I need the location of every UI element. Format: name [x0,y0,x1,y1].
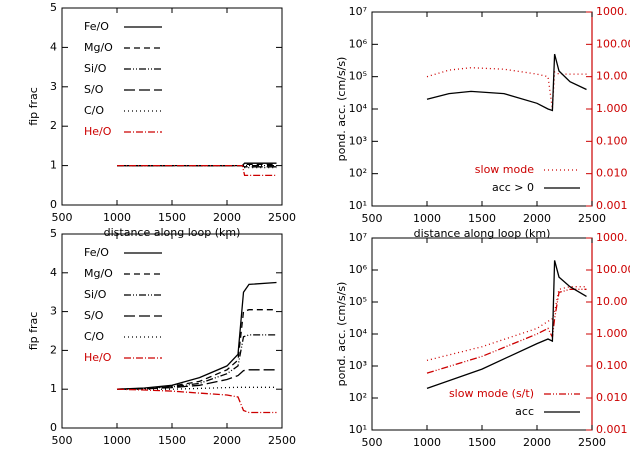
x-tick-label: 1500 [158,211,186,224]
plot-frame [371,11,593,207]
y2-tick-label: 1000. [596,231,628,244]
x-tick-label: 1000 [103,211,131,224]
y-axis-label: pond. acc. (cm/s/s) [335,282,348,387]
legend-label: Fe/O [84,246,109,259]
x-tick-label: 2000 [523,436,551,449]
y2-tick-label: 100.00 [596,37,630,50]
y-tick-label: 10² [349,391,367,404]
y-axis-label: pond. acc. (cm/s/s) [335,57,348,162]
y-tick-label: 10⁵ [349,295,367,308]
y2-tick-label: 0.100 [596,134,628,147]
legend-label: slow mode [475,163,534,176]
x-tick-label: 500 [52,211,73,224]
x-tick-label: 2000 [213,211,241,224]
y-tick-label: 2 [50,119,57,132]
x-tick-label: 1500 [158,434,186,447]
x-tick-label: 2500 [578,212,606,225]
y-tick-label: 10¹ [349,423,367,436]
y-tick-label: 10⁷ [349,231,367,244]
x-tick-label: 1500 [468,212,496,225]
legend-label: C/O [84,104,104,117]
y-tick-label: 4 [50,266,57,279]
x-tick-label: 2500 [268,211,296,224]
y-tick-label: 1 [50,159,57,172]
y2-tick-label: 0.010 [596,167,628,180]
y-tick-label: 10³ [349,359,367,372]
legend-label: Si/O [84,288,107,301]
data-line [116,388,277,414]
legend-label: Mg/O [84,41,113,54]
x-tick-label: 500 [362,436,383,449]
x-tick-label: 1000 [103,434,131,447]
data-line [426,286,587,362]
y2-tick-label: 1.000 [596,102,628,115]
y2-tick-label: 10.00 [596,295,628,308]
legend-label: Mg/O [84,267,113,280]
x-tick-label: 2500 [578,436,606,449]
legend-label: He/O [84,125,112,138]
y-tick-label: 0 [50,198,57,211]
y2-tick-label: 0.001 [596,199,628,212]
y-tick-label: 3 [50,80,57,93]
data-line [426,53,587,112]
y-tick-label: 10⁶ [349,263,368,276]
x-tick-label: 2000 [213,434,241,447]
y2-tick-label: 1.000 [596,327,628,340]
data-line [116,281,277,390]
y-tick-label: 3 [50,305,57,318]
legend-label: slow mode (s/t) [449,387,534,400]
legend-label: Si/O [84,62,107,75]
y-tick-label: 0 [50,421,57,434]
x-tick-label: 2000 [523,212,551,225]
y2-tick-label: 0.010 [596,391,628,404]
data-line [116,334,277,390]
x-axis-label: distance along loop (km) [414,227,551,240]
y-tick-label: 2 [50,343,57,356]
y2-tick-label: 0.001 [596,423,628,436]
x-tick-label: 1500 [468,436,496,449]
y-tick-label: 10⁴ [349,102,368,115]
y-tick-label: 10⁵ [349,70,367,83]
x-tick-label: 500 [52,434,73,447]
x-tick-label: 500 [362,212,383,225]
y-axis-label: fip frac [27,312,40,351]
data-line [117,386,277,390]
data-line [116,309,277,390]
x-axis-label: distance along loop (km) [104,226,241,239]
legend-label: S/O [84,83,104,96]
y-tick-label: 1 [50,382,57,395]
legend-label: acc > 0 [492,181,534,194]
y-tick-label: 10⁴ [349,327,368,340]
data-line [116,369,277,390]
y2-tick-label: 0.100 [596,359,628,372]
y-tick-label: 10² [349,167,367,180]
y-tick-label: 5 [50,1,57,14]
y2-tick-label: 1000. [596,5,628,18]
legend-label: Fe/O [84,20,109,33]
y-tick-label: 4 [50,40,57,53]
y-tick-label: 10¹ [349,199,367,212]
y-tick-label: 10⁷ [349,5,367,18]
x-tick-label: 2500 [268,434,296,447]
y-tick-label: 5 [50,227,57,240]
y2-tick-label: 100.00 [596,263,630,276]
x-tick-label: 1000 [413,436,441,449]
legend-label: S/O [84,309,104,322]
legend-label: He/O [84,351,112,364]
legend-label: C/O [84,330,104,343]
y-tick-label: 10⁶ [349,37,368,50]
plot-frame [371,237,593,431]
data-line [426,260,587,390]
data-line [426,288,587,374]
x-tick-label: 1000 [413,212,441,225]
y-tick-label: 10³ [349,134,367,147]
y2-tick-label: 10.00 [596,70,628,83]
y-axis-label: fip frac [27,87,40,126]
data-line [117,164,277,177]
legend-label: acc [515,405,534,418]
